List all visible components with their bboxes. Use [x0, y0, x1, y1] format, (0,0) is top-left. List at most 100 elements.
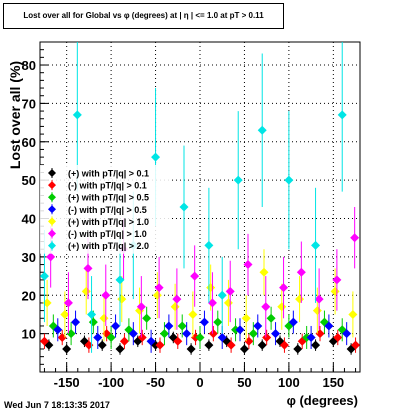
x-tick-label: -50	[146, 375, 165, 390]
data-point	[142, 313, 152, 323]
data-point	[204, 340, 214, 350]
data-point	[206, 283, 216, 293]
data-point	[170, 302, 180, 312]
data-point	[81, 286, 91, 296]
data-point	[208, 329, 218, 339]
data-point	[226, 340, 236, 350]
data-point	[195, 332, 205, 342]
data-point	[39, 271, 49, 281]
y-tick-label: 70	[22, 96, 36, 111]
data-point	[330, 286, 340, 296]
data-point	[83, 263, 93, 273]
data-point	[312, 306, 322, 316]
legend-marker	[48, 229, 56, 238]
legend: (+) with pT/|q| > 0.1 (-) with pT/|q| > 0…	[40, 165, 170, 254]
data-point	[295, 294, 305, 304]
data-point	[217, 290, 227, 300]
data-point	[119, 336, 129, 346]
data-point	[146, 336, 156, 346]
data-point	[186, 344, 196, 354]
legend-label: (-) with pT/|q| > 1.0	[68, 229, 147, 239]
data-point	[271, 329, 281, 339]
data-point	[46, 252, 56, 262]
data-point	[188, 309, 198, 319]
data-point	[63, 298, 73, 308]
data-point	[155, 340, 165, 350]
axis-ticks: -150 -100 -50 0 50 100 150 10 20 30 40 50 60 70 80	[22, 49, 357, 390]
data-point	[253, 321, 263, 331]
x-tick-label: 0	[196, 375, 203, 390]
data-point	[199, 317, 209, 327]
y-tick-label: 60	[22, 135, 36, 150]
data-point	[71, 317, 81, 327]
y-axis-label: Lost over all (%)	[7, 61, 23, 169]
data-point	[207, 298, 217, 308]
legend-marker	[48, 193, 56, 202]
y-tick-label: 80	[22, 58, 36, 73]
data-point	[182, 329, 192, 339]
data-point	[243, 260, 253, 270]
data-point	[288, 317, 298, 327]
legend-label: (+) with pT/|q| > 1.0	[68, 217, 149, 227]
data-point	[350, 233, 360, 243]
data-point	[311, 240, 321, 250]
y-tick-label: 10	[22, 327, 36, 342]
data-point	[60, 309, 70, 319]
data-point	[332, 275, 342, 285]
x-tick-label: 100	[278, 375, 300, 390]
data-point	[248, 329, 258, 339]
data-point	[233, 175, 243, 185]
data-point	[257, 340, 267, 350]
data-point	[293, 344, 303, 354]
legend-marker	[48, 205, 56, 214]
data-point	[115, 275, 125, 285]
data-point	[117, 294, 127, 304]
x-tick-label: 50	[237, 375, 251, 390]
data-point	[314, 294, 324, 304]
data-point	[324, 321, 334, 331]
data-point	[39, 336, 49, 346]
data-point	[62, 344, 72, 354]
data-point	[93, 332, 103, 342]
y-tick-label: 40	[22, 212, 36, 227]
data-point	[128, 329, 138, 339]
legend-marker	[48, 169, 56, 177]
data-point	[239, 344, 249, 354]
legend-label: (-) with pT/|q| > 0.5	[68, 205, 147, 215]
data-point	[151, 152, 161, 162]
x-tick-label: -100	[98, 375, 124, 390]
legend-label: (+) with pT/|q| > 2.0	[68, 241, 149, 251]
data-point	[266, 313, 276, 323]
data-point	[159, 329, 169, 339]
data-point	[213, 317, 223, 327]
data-point	[204, 240, 214, 250]
data-point	[337, 110, 347, 120]
data-point	[115, 344, 125, 354]
data-point	[225, 286, 235, 296]
chart-title-box: Lost over all for Global vs φ (degrees) …	[3, 3, 284, 29]
x-tick-label: -150	[54, 375, 80, 390]
data-point	[101, 290, 111, 300]
data-point	[136, 302, 146, 312]
data-point	[311, 340, 321, 350]
data-point	[348, 309, 358, 319]
data-point	[173, 336, 183, 346]
data-point	[111, 321, 121, 331]
data-point	[97, 340, 107, 350]
data-point	[72, 110, 82, 120]
data-point	[190, 271, 200, 281]
data-point	[277, 302, 287, 312]
data-point	[333, 332, 343, 342]
data-point	[88, 317, 98, 327]
data-point	[351, 340, 361, 350]
data-point	[99, 313, 109, 323]
data-point	[257, 125, 267, 135]
data-point	[235, 325, 245, 335]
chart-title: Lost over all for Global vs φ (degrees) …	[23, 11, 264, 20]
legend-box	[40, 165, 170, 254]
data-point	[137, 332, 147, 342]
data-point	[154, 283, 164, 293]
data-point	[217, 332, 227, 342]
data-point	[223, 298, 233, 308]
x-tick-label: 150	[322, 375, 344, 390]
